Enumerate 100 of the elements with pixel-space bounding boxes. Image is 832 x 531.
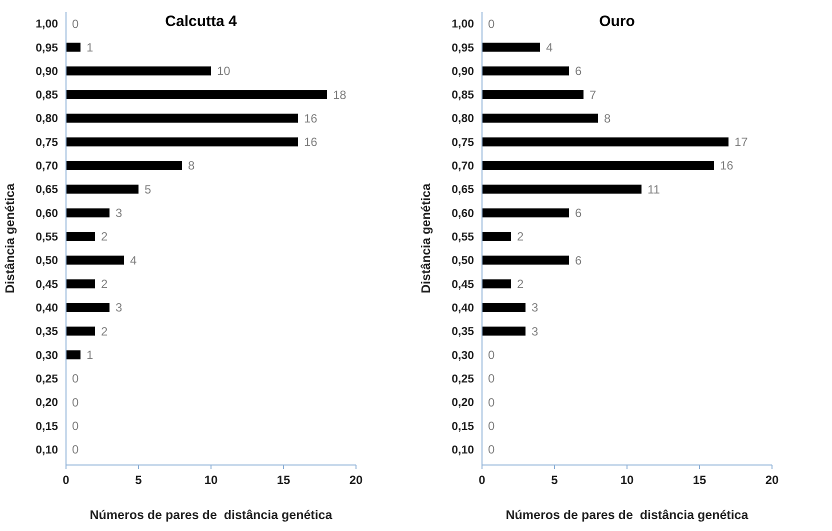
bar [66,256,124,265]
data-label: 3 [532,324,538,338]
y-tick-label: 0,25 [452,373,475,386]
data-label: 6 [575,206,582,220]
data-label: 2 [517,277,524,292]
bar [66,350,80,360]
y-tick-label: 0,30 [452,350,474,362]
data-label: 8 [188,158,195,173]
data-label: 0 [72,442,79,457]
y-tick-label: 0,40 [452,302,474,314]
data-label: 0 [72,395,79,410]
bar [482,42,540,52]
data-label: 3 [116,206,122,220]
y-tick-label: 0,35 [452,326,475,338]
x-tick-label: 20 [349,473,363,487]
y-tick-label: 0,15 [452,420,475,433]
x-tick-label: 0 [62,473,70,487]
bar [66,66,211,76]
y-tick-label: 0,95 [36,42,59,54]
x-axis-title: Números de pares de distância genética [90,508,334,522]
y-tick-label: 0,75 [452,136,475,149]
y-tick-label: 0,65 [36,184,59,196]
data-label: 16 [720,158,734,173]
data-label: 3 [532,300,538,315]
chart-title: Calcutta 4 [165,13,238,30]
y-tick-label: 0,40 [36,302,58,314]
bar [66,302,110,312]
bar [482,184,642,194]
data-label: 8 [604,111,611,126]
data-label: 0 [488,348,495,362]
y-tick-label: 0,50 [452,255,474,268]
data-label: 17 [734,135,748,150]
data-label: 10 [217,64,231,78]
y-tick-label: 0,50 [36,255,58,268]
data-label: 2 [101,277,108,292]
bar [482,66,569,76]
bar [482,279,511,288]
data-label: 0 [488,16,495,31]
data-label: 0 [72,418,79,433]
y-tick-label: 0,55 [452,232,475,244]
data-label: 0 [488,395,495,410]
data-label: 2 [101,324,108,338]
y-tick-label: 0,85 [452,90,475,102]
x-tick-label: 5 [551,473,558,487]
bar [66,137,298,146]
x-tick-label: 20 [765,473,779,487]
y-tick-label: 0,20 [452,397,474,410]
y-tick-label: 0,10 [36,444,58,456]
y-tick-label: 0,35 [36,326,59,338]
y-tick-label: 0,80 [452,113,474,126]
y-tick-label: 0,45 [452,278,475,291]
bar [482,256,569,265]
y-axis-title: Distância genética [419,182,433,294]
y-tick-label: 0,70 [452,160,474,173]
y-tick-label: 0,20 [36,397,58,410]
y-tick-label: 0,90 [36,66,58,78]
data-label: 4 [130,253,137,268]
data-label: 2 [517,230,524,244]
data-label: 16 [304,111,318,126]
data-label: 0 [72,372,79,386]
bar [482,114,598,123]
x-tick-label: 15 [692,473,706,487]
data-label: 4 [546,40,553,54]
data-label: 3 [116,300,122,315]
x-tick-label: 15 [276,473,290,487]
y-axis-title: Distância genética [3,182,17,294]
data-label: 5 [144,182,152,196]
x-tick-label: 5 [135,473,142,487]
y-tick-label: 0,60 [452,208,474,220]
bar [482,232,511,241]
bar [66,90,327,100]
bar [66,161,182,170]
y-tick-label: 0,80 [36,113,58,126]
y-tick-label: 0,25 [36,373,59,386]
bar [66,232,95,241]
bar [482,208,569,218]
bar [482,326,526,336]
y-tick-label: 0,95 [452,42,475,54]
bar [66,42,80,52]
bar [66,279,95,288]
x-axis-title: Números de pares de distância genética [506,508,750,522]
bar [482,302,526,312]
data-label: 6 [575,253,582,268]
data-label: 6 [575,64,582,78]
bar [66,326,95,336]
bar [66,114,298,123]
y-tick-label: 1,00 [452,18,474,31]
y-tick-label: 0,90 [452,66,474,78]
y-tick-label: 0,15 [36,420,59,433]
y-tick-label: 0,65 [452,184,475,196]
chart-title: Ouro [599,13,635,30]
x-tick-label: 0 [478,473,486,487]
y-tick-label: 0,75 [36,136,59,149]
data-label: 1 [86,40,94,54]
y-tick-label: 0,60 [36,208,58,220]
y-tick-label: 0,85 [36,90,59,102]
data-label: 11 [648,182,660,196]
data-label: 1 [86,348,94,362]
bar [66,184,138,194]
x-tick-label: 10 [204,473,218,487]
